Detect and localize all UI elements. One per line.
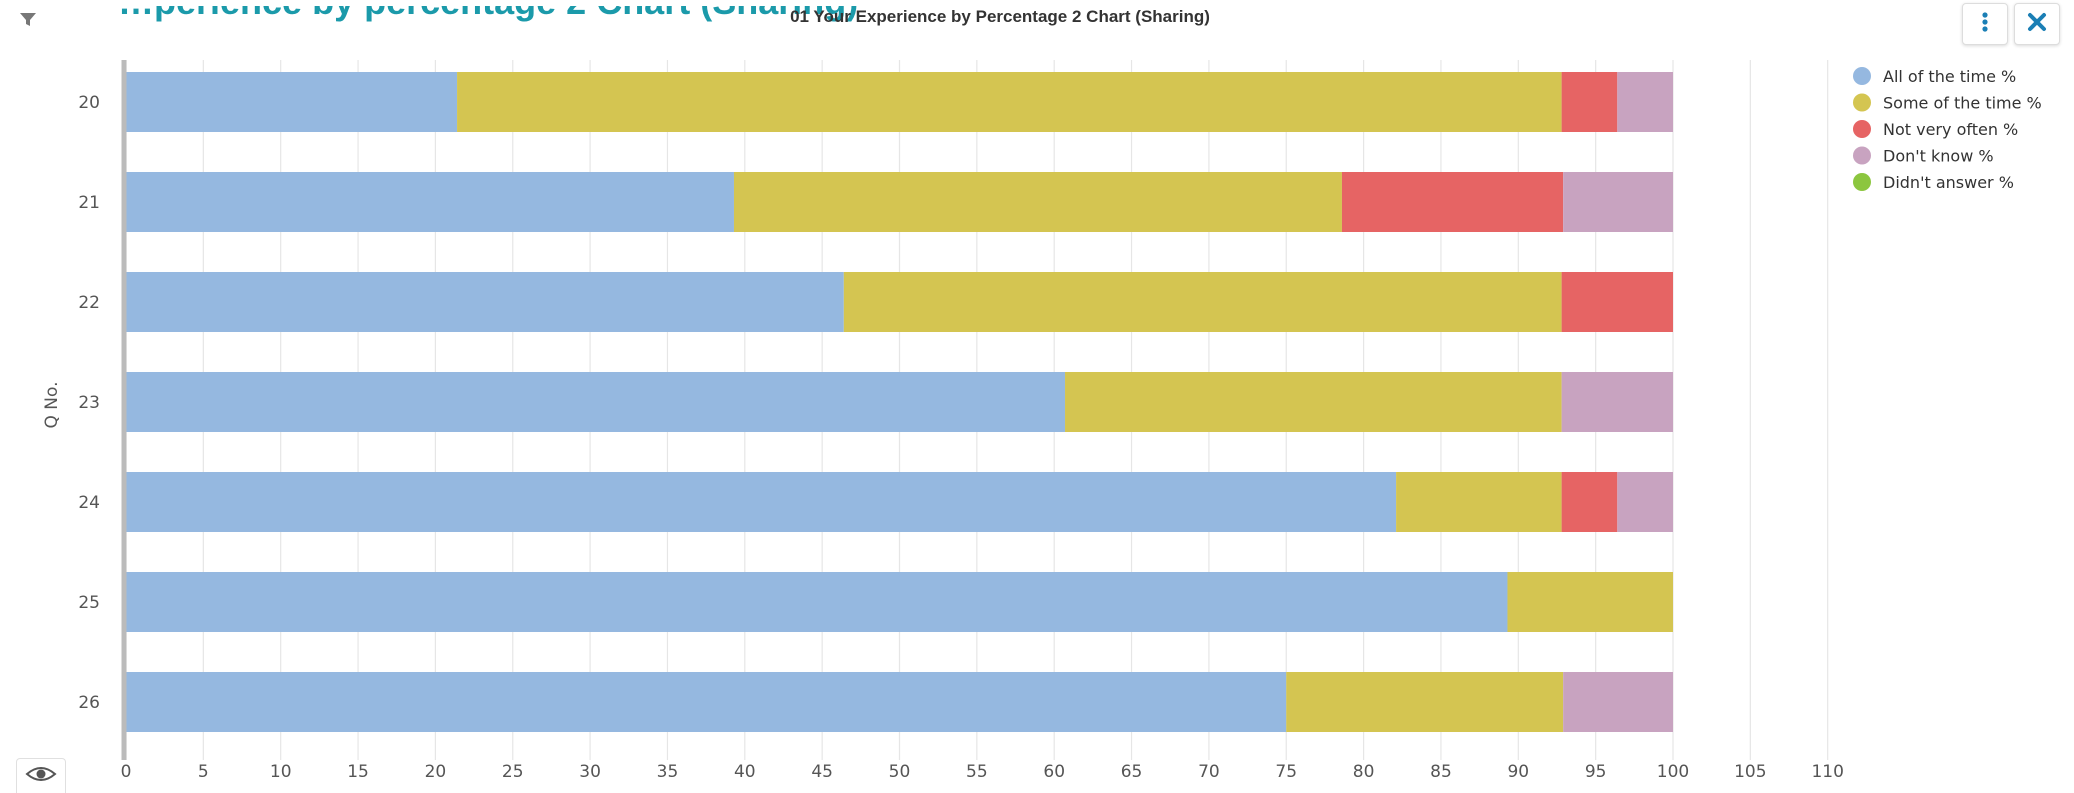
bar-segment[interactable] [126,72,458,132]
x-tick-label: 15 [347,762,369,782]
y-tick-label: 22 [78,293,100,313]
x-axis-ticks: 0 5 10 15 20 25 30 35 40 45 50 55 60 65 70 75 80 85 90 95 10… [121,762,1844,782]
y-axis-label: Q No. [42,381,62,428]
y-axis-ticks: 20 21 22 23 24 25 26 [78,93,100,713]
x-tick-label: 100 [1657,762,1689,782]
close-button[interactable] [2014,3,2060,45]
bar-segment[interactable] [1065,372,1562,432]
bar-segment[interactable] [1341,172,1564,232]
bar-segment[interactable] [1561,472,1618,532]
legend-label[interactable]: All of the time % [1883,67,2016,86]
legend-marker [1853,146,1871,165]
x-tick-label: 50 [889,762,911,782]
menu-button[interactable] [1962,3,2008,45]
y-tick-label: 21 [78,193,100,213]
bar-segment[interactable] [457,72,1562,132]
bar-segment[interactable] [1561,72,1618,132]
y-tick-label: 20 [78,93,100,113]
bar-segment[interactable] [1563,672,1673,732]
x-tick-label: 60 [1043,762,1065,782]
legend-label[interactable]: Didn't answer % [1883,173,2014,192]
y-tick-label: 25 [78,593,100,613]
x-tick-label: 55 [966,762,988,782]
y-tick-label: 26 [78,693,100,713]
vertical-dots-icon [1980,11,1990,38]
y-tick-label: 23 [78,393,100,413]
bar-segment[interactable] [1561,272,1673,332]
bar-segment[interactable] [126,472,1397,532]
legend-marker [1853,93,1871,112]
x-tick-label: 90 [1507,762,1529,782]
x-tick-label: 70 [1198,762,1220,782]
chart-title: 01 Your Experience by Percentage 2 Chart… [790,7,1210,26]
bar-segment[interactable] [1617,72,1673,132]
x-tick-label: 5 [198,762,209,782]
x-tick-label: 20 [425,762,447,782]
legend-label[interactable]: Don't know % [1883,147,1994,166]
x-tick-label: 45 [811,762,833,782]
bar-segment[interactable] [843,272,1562,332]
bar-segment[interactable] [126,172,734,232]
x-tick-label: 30 [579,762,601,782]
close-icon [2026,11,2048,38]
x-tick-label: 0 [121,762,132,782]
filter-icon[interactable] [18,10,38,30]
bar-segment[interactable] [1561,372,1673,432]
x-tick-label: 10 [270,762,292,782]
bar-segment[interactable] [126,572,1508,632]
bar-segment[interactable] [1617,472,1673,532]
bar-segment[interactable] [1563,172,1673,232]
legend-marker [1853,67,1871,85]
x-tick-label: 105 [1734,762,1766,782]
bar-segment[interactable] [1507,572,1673,632]
legend-marker [1853,173,1871,191]
bar-segment[interactable] [1396,472,1562,532]
legend-label[interactable]: Some of the time % [1883,94,2042,113]
x-tick-label: 75 [1275,762,1297,782]
eye-button[interactable] [16,758,66,793]
bars [126,72,1673,732]
bar-segment[interactable] [126,272,844,332]
x-tick-label: 80 [1353,762,1375,782]
bar-segment[interactable] [733,172,1342,232]
x-tick-label: 85 [1430,762,1452,782]
bar-segment[interactable] [126,372,1066,432]
bar-segment[interactable] [1286,672,1564,732]
legend-marker [1853,120,1871,138]
legend: All of the time % Some of the time % Not v… [1853,67,2042,192]
x-tick-label: 35 [657,762,679,782]
x-tick-label: 65 [1121,762,1143,782]
x-tick-label: 110 [1811,762,1843,782]
eye-icon [25,765,57,788]
x-tick-label: 25 [502,762,524,782]
x-tick-label: 95 [1585,762,1607,782]
legend-label[interactable]: Not very often % [1883,120,2018,139]
x-tick-label: 40 [734,762,756,782]
bar-segment[interactable] [126,672,1287,732]
y-tick-label: 24 [78,493,100,513]
